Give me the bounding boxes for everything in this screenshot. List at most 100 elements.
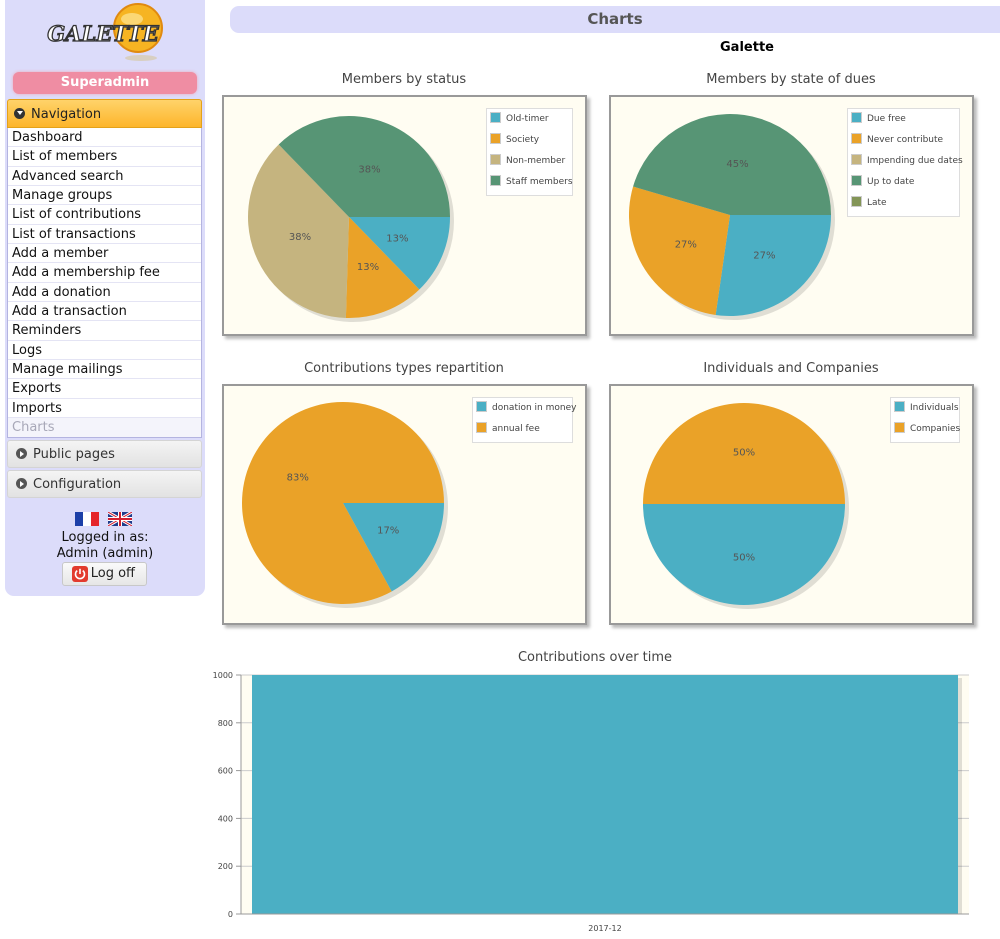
legend-swatch [490,112,501,123]
legend-entry: Late [851,195,957,216]
sidebar-item-add-a-donation[interactable]: Add a donation [8,283,201,302]
chart-title-contribution-types: Contributions types repartition [304,361,504,376]
chevron-down-icon [14,108,25,119]
legend-entry: Staff members [490,174,573,195]
navigation-label: Navigation [31,107,102,122]
legend-label: Society [506,135,540,145]
pie-data-label: 50% [733,447,755,458]
sidebar-item-imports[interactable]: Imports [8,399,201,418]
language-selector [75,512,141,531]
legend-entry: Companies [894,421,960,442]
legend-swatch [490,175,501,186]
power-icon [72,566,88,582]
sidebar-item-add-a-membership-fee[interactable]: Add a membership fee [8,263,201,283]
y-tick-label: 800 [218,719,233,728]
logoff-button[interactable]: Log off [62,562,147,586]
configuration-header[interactable]: Configuration [7,470,202,499]
pie-slice-individuals[interactable] [643,504,845,605]
pie-slice-old-timer[interactable] [349,217,450,290]
sidebar-item-charts: Charts [8,417,201,438]
chart-legend: donation in money annual fee [472,397,576,443]
legend-swatch [490,154,501,165]
sidebar: GALETTE Superadmin Navigation Dashboard L… [5,0,205,596]
legend-entry: Society [490,132,570,153]
sidebar-item-add-a-transaction[interactable]: Add a transaction [8,302,201,322]
sidebar-item-list-of-transactions[interactable]: List of transactions [8,225,201,244]
pie-slice-annual-fee[interactable] [242,402,444,604]
pie-data-label: 38% [289,232,311,243]
legend-entry: donation in money [476,400,576,421]
pie-slice-up-to-date[interactable] [633,114,831,215]
y-tick-label: 600 [218,767,233,776]
navigation-header[interactable]: Navigation [7,99,202,128]
sidebar-item-reminders[interactable]: Reminders [8,321,201,341]
chart-title-members-by-dues: Members by state of dues [706,72,876,87]
chart-title-individuals-companies: Individuals and Companies [703,361,879,376]
legend-entry: Non-member [490,153,570,174]
legend-label: donation in money [492,403,577,413]
sidebar-item-exports[interactable]: Exports [8,379,201,399]
pie-slice-non-member[interactable] [247,144,349,318]
navigation-menu: Navigation Dashboard List of members Advan… [7,99,202,499]
role-badge: Superadmin [13,72,197,94]
bar-2017-12[interactable] [252,675,958,914]
legend-swatch [476,401,487,412]
pie-slice-companies[interactable] [643,403,845,504]
legend-entry: Impending due dates [851,153,963,174]
pie-slice-staff-members[interactable] [278,116,450,217]
logged-in-label: Logged in as: [61,530,149,545]
chart-contributions-over-time: 0 200 400 600 800 1000 2017-12 [213,671,969,933]
legend-entry: Due free [851,111,957,132]
french-flag-icon[interactable] [75,512,99,526]
chart-individuals-companies: 50% 50% Individuals Companies [609,384,974,625]
legend-label: Staff members [506,177,573,187]
sidebar-item-manage-mailings[interactable]: Manage mailings [8,360,201,380]
sidebar-item-list-of-contributions[interactable]: List of contributions [8,205,201,225]
pie-slice-donation-in-money[interactable] [343,503,444,592]
chart-members-by-status: 13% 13% 38% 38% Old-timer Society Non-member St… [222,95,587,336]
sidebar-item-manage-groups[interactable]: Manage groups [8,186,201,206]
logo-text: GALETTE [47,21,160,46]
pie-data-label: 83% [287,472,309,483]
legend-label: Impending due dates [867,156,963,166]
legend-swatch [894,401,905,412]
pie-data-label: 45% [726,159,748,170]
chart-members-by-dues: 27% 27% 45% Due free Never contribute Impendi… [609,95,974,336]
pie-data-label: 27% [675,239,697,250]
legend-label: Non-member [506,156,566,166]
pie-data-label: 38% [358,165,380,176]
chevron-right-icon [16,448,27,460]
sidebar-item-logs[interactable]: Logs [8,341,201,360]
pie-slice-never-contribute[interactable] [629,186,730,315]
sidebar-item-add-a-member[interactable]: Add a member [8,244,201,264]
public-pages-header[interactable]: Public pages [7,440,202,469]
page-title: Charts [230,6,1000,33]
y-tick-label: 400 [218,814,233,823]
legend-entry: Up to date [851,174,957,195]
pie-slice-society[interactable] [345,217,420,318]
logged-in-info: Logged in as: Admin (admin) [5,530,205,562]
chart-legend: Due free Never contribute Impending due da… [847,108,963,217]
page-subtitle: Galette [720,40,774,55]
uk-flag-icon[interactable] [108,512,132,526]
pie-data-label: 27% [753,251,775,262]
pie-svg: 13% 13% 38% 38% [247,116,454,322]
legend-swatch [894,422,905,433]
pie-svg: 17% 83% [242,402,448,608]
legend-swatch [490,133,501,144]
navigation-list: Dashboard List of members Advanced search M… [7,128,202,439]
legend-entry: annual fee [476,421,570,442]
logoff-label: Log off [90,566,135,581]
legend-label: Late [867,198,887,208]
sidebar-item-advanced-search[interactable]: Advanced search [8,167,201,186]
sidebar-item-list-of-members[interactable]: List of members [8,147,201,167]
y-tick-label: 200 [218,862,233,871]
chart-legend: Individuals Companies [890,397,960,443]
pie-slice-due-free[interactable] [715,215,831,316]
galette-logo[interactable]: GALETTE [31,2,181,64]
pie-svg: 50% 50% [643,403,849,609]
legend-entry: Individuals [894,400,959,421]
sidebar-item-dashboard[interactable]: Dashboard [8,128,201,148]
legend-entry: Never contribute [851,132,957,153]
legend-label: Due free [867,114,906,124]
